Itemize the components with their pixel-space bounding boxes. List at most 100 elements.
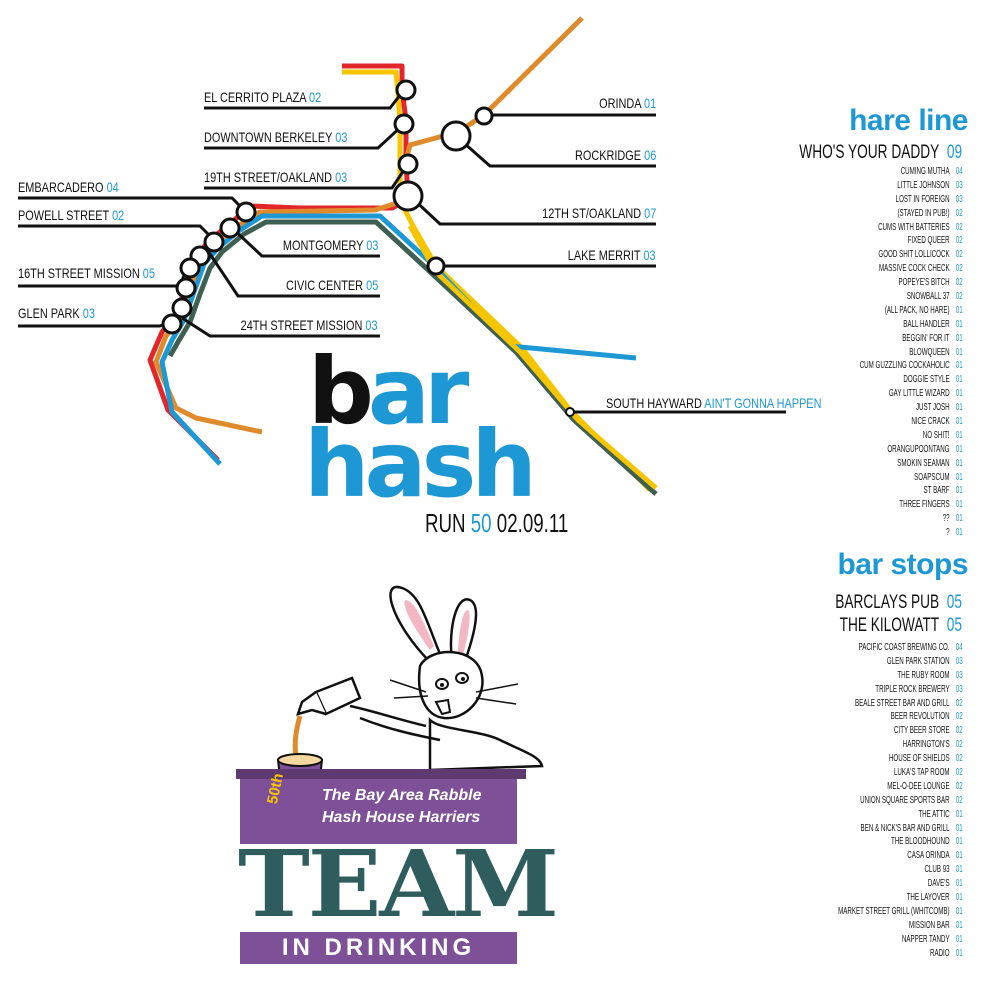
list-item-name: ?: [946, 527, 950, 539]
bar-stops-list: PACIFIC COAST BREWING CO. 04 GLEN PARK STA…: [762, 641, 963, 961]
list-item-name: CITY BEER STORE: [894, 725, 950, 737]
list-item: HARRINGTON'S 02: [838, 738, 963, 752]
list-item-count: 01: [955, 332, 963, 344]
list-item: FIXED QUEER 02: [838, 234, 963, 248]
station-19th: [397, 153, 419, 175]
club-name-line-2: Hash House Harriers: [322, 809, 481, 826]
rabbit-illustration: [276, 585, 544, 780]
list-item-count: 01: [955, 388, 963, 400]
list-item: ORANGUPOONTANG 01: [838, 443, 962, 457]
hare-line-top: WHO'S YOUR DADDY 09: [799, 142, 962, 163]
list-item-count: 01: [955, 513, 963, 525]
list-item: GOOD SHIT LOLLICOCK 02: [838, 248, 962, 262]
label-16th: 16TH STREET MISSION 05: [18, 265, 155, 281]
label-el-cerrito: EL CERRITO PLAZA 02: [204, 89, 322, 105]
list-item-count: 01: [955, 822, 963, 834]
list-item-count: 02: [955, 291, 963, 303]
club-name-line-1: The Bay Area Rabble: [322, 787, 482, 804]
list-item-name: FIXED QUEER: [907, 235, 950, 247]
list-item-name: POPEYE'S BITCH: [898, 277, 950, 289]
list-item-count: 01: [955, 374, 963, 386]
club-banner: [240, 776, 517, 844]
list-item-name: UNION SQUARE SPORTS BAR: [860, 794, 950, 806]
station-embarcadero: [235, 201, 257, 223]
list-item-name: MISSION BAR: [908, 919, 950, 931]
list-item-name: GLEN PARK STATION: [886, 655, 950, 667]
list-item-count: 02: [955, 767, 963, 779]
list-item: MISSION BAR 01: [838, 919, 963, 933]
list-item-name: ST BARF: [923, 485, 950, 497]
list-item: BALL HANDLER 01: [838, 318, 962, 332]
list-item-name: BEER REVOLUTION: [890, 711, 950, 723]
list-item-count: 01: [955, 892, 963, 904]
list-item-count: 02: [955, 711, 963, 723]
list-item-name: LITTLE JOHNSON: [897, 179, 950, 191]
list-item-count: 01: [955, 304, 963, 316]
list-item-name: BLOWQUEEN: [909, 346, 950, 358]
list-item: NAPPER TANDY 01: [838, 933, 963, 947]
list-item-count: 01: [955, 457, 963, 469]
list-item-name: (STAYED IN PUB!): [897, 207, 950, 219]
station-glen-park-a: [171, 297, 193, 319]
list-item-count: 01: [955, 905, 963, 917]
list-item-name: (ALL PACK, NO HARE): [884, 304, 950, 316]
list-item-count: 01: [955, 947, 963, 959]
list-item-name: PACIFIC COAST BREWING CO.: [858, 642, 950, 653]
list-item-count: 01: [955, 527, 963, 539]
station-12th: [392, 180, 424, 212]
list-item: BEALE STREET BAR AND GRILL 02: [838, 697, 963, 711]
club-name: The Bay Area Rabble Hash House Harriers: [322, 785, 522, 829]
label-24th: 24TH STREET MISSION 03: [241, 317, 378, 333]
list-item-count: 02: [955, 739, 963, 751]
list-item-count: 02: [955, 780, 963, 792]
list-item: CASA ORINDA 01: [838, 849, 962, 863]
list-item-name: SMOKIN SEAMAN: [897, 457, 950, 469]
list-item: RADIO 01: [838, 947, 963, 961]
list-item: PACIFIC COAST BREWING CO. 04: [838, 641, 963, 655]
list-item-name: ??: [942, 513, 950, 525]
list-item-name: MEL-O-DEE LOUNGE: [887, 780, 950, 792]
list-item: CLUB 93 01: [838, 863, 962, 877]
bar-stop-top-1: BARCLAYS PUB 05: [835, 592, 962, 613]
list-item: POPEYE'S BITCH 02: [838, 276, 962, 290]
list-item: THE BLOODHOUND 01: [838, 835, 963, 849]
hare-line-heading: hare line: [849, 104, 968, 137]
list-item-count: 02: [955, 235, 963, 247]
list-item-count: 01: [955, 878, 963, 890]
yellow-line-south: [407, 224, 658, 490]
list-item-count: 02: [955, 249, 963, 261]
list-item-name: GOOD SHIT LOLLICOCK: [878, 249, 950, 261]
list-item: (STAYED IN PUB!) 02: [838, 207, 962, 221]
list-item: ? 01: [838, 526, 963, 540]
station-orinda: [474, 106, 494, 126]
list-item-name: ORANGUPOONTANG: [887, 443, 950, 455]
list-item-count: 01: [955, 346, 963, 358]
list-item: DOGGIE STYLE 01: [838, 373, 962, 387]
list-item-count: 03: [955, 179, 963, 191]
list-item: ?? 01: [838, 512, 963, 526]
list-item: CITY BEER STORE 02: [838, 724, 963, 738]
bar-stops-heading: bar stops: [837, 548, 968, 581]
list-item-count: 01: [955, 485, 963, 497]
list-item: THREE FINGERS 01: [838, 498, 962, 512]
station-16th: [179, 257, 201, 279]
team-word: TEAM: [238, 830, 559, 938]
station-glen-park: [161, 313, 183, 335]
list-item-count: 01: [955, 443, 963, 455]
list-item-count: 02: [955, 207, 963, 219]
list-item-name: JUST JOSH: [915, 402, 950, 414]
list-item-count: 02: [955, 263, 963, 275]
list-item-name: DAVE'S: [927, 878, 950, 890]
hare-line-list: CUMING MUTHA 04 LITTLE JOHNSON 03 LOST IN FO…: [762, 165, 963, 540]
list-item-count: 01: [955, 933, 963, 945]
list-item: NO SHIT! 01: [838, 429, 963, 443]
label-montgomery: MONTGOMERY 03: [282, 237, 378, 253]
list-item: CUMING MUTHA 04: [838, 165, 963, 179]
label-19th: 19TH STREET/OAKLAND 03: [204, 169, 348, 185]
station-south-hayward: [565, 407, 575, 417]
list-item: (ALL PACK, NO HARE) 01: [838, 304, 963, 318]
list-item-count: 01: [955, 864, 963, 876]
list-item-count: 01: [955, 318, 963, 330]
list-item-name: BEALE STREET BAR AND GRILL: [854, 697, 950, 709]
